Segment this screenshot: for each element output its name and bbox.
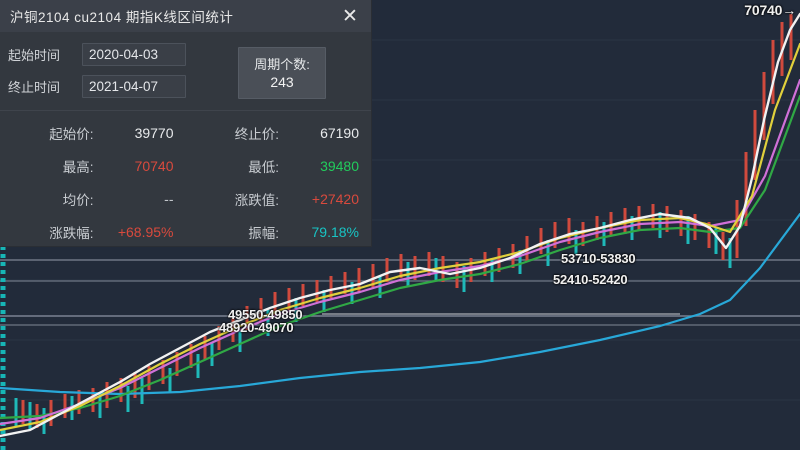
stat-change-percent: 涨跌幅: +68.95% — [0, 215, 186, 248]
stat-value: 79.18% — [311, 223, 359, 240]
stat-highest: 最高: 70740 — [0, 149, 186, 182]
stat-start-price: 起始价: 39770 — [0, 116, 186, 149]
stat-change-value: 涨跌值: +27420 — [186, 182, 372, 215]
stat-value: +68.95% — [117, 223, 174, 240]
period-count-box: 周期个数: 243 — [238, 47, 326, 99]
stat-end-price: 终止价: 67190 — [186, 116, 372, 149]
stat-label: 终止价: — [234, 126, 279, 142]
panel-divider — [0, 110, 371, 111]
end-time-row: 终止时间 — [0, 72, 371, 100]
stat-value: 39770 — [134, 124, 174, 141]
moving-average-lines — [0, 12, 800, 438]
stat-label: 涨跌幅: — [49, 225, 94, 241]
stat-value: 70740 — [134, 157, 174, 174]
stat-value: 39480 — [320, 157, 359, 174]
stat-value: 67190 — [320, 124, 359, 141]
page-title: 沪铜2104 cu2104 期指K线区间统计 — [10, 10, 234, 25]
stat-label: 最低: — [248, 159, 279, 175]
ma-line-yellow — [0, 42, 800, 432]
ma-line-magenta — [0, 78, 800, 426]
stat-label: 最高: — [62, 159, 94, 175]
range-label-b1: 53710-53830 — [561, 251, 636, 266]
stat-label: 振幅: — [248, 225, 279, 241]
statistics-grid: 起始价: 39770 终止价: 67190 最高: 70740 最低: 3948… — [0, 116, 371, 248]
panel-body: 起始时间 终止时间 周期个数: 243 起始价: 39770 终止价: 6 — [0, 32, 371, 241]
stat-lowest: 最低: 39480 — [186, 149, 372, 182]
stat-value: -- — [164, 190, 174, 207]
ma-line-cyan — [0, 212, 800, 396]
close-icon[interactable]: ✕ — [342, 5, 358, 27]
end-time-input[interactable] — [82, 74, 186, 98]
statistics-panel: 沪铜2104 cu2104 期指K线区间统计 ✕ 起始时间 终止时间 周期个数:… — [0, 0, 372, 247]
stat-label: 起始价: — [49, 126, 94, 142]
stat-amplitude: 振幅: 79.18% — [186, 215, 372, 248]
stat-label: 涨跌值: — [234, 192, 279, 208]
stat-label: 均价: — [62, 192, 94, 208]
period-count-value: 243 — [270, 73, 294, 90]
ma-line-white — [0, 12, 800, 438]
start-time-label: 起始时间 — [8, 47, 61, 63]
period-count-label: 周期个数: — [254, 56, 310, 72]
range-label-a1: 49550-49850 — [228, 307, 303, 322]
stat-average-price: 均价: -- — [0, 182, 186, 215]
high-price-marker: 70740→ — [744, 2, 796, 18]
range-label-a2: 48920-49070 — [219, 320, 294, 335]
range-label-b2: 52410-52420 — [553, 272, 628, 287]
start-time-row: 起始时间 — [0, 40, 371, 68]
stat-value: +27420 — [311, 190, 359, 207]
start-time-input[interactable] — [82, 42, 186, 66]
ma-line-green — [0, 94, 800, 420]
end-time-label: 终止时间 — [8, 79, 61, 95]
panel-title-bar[interactable]: 沪铜2104 cu2104 期指K线区间统计 ✕ — [0, 0, 371, 32]
